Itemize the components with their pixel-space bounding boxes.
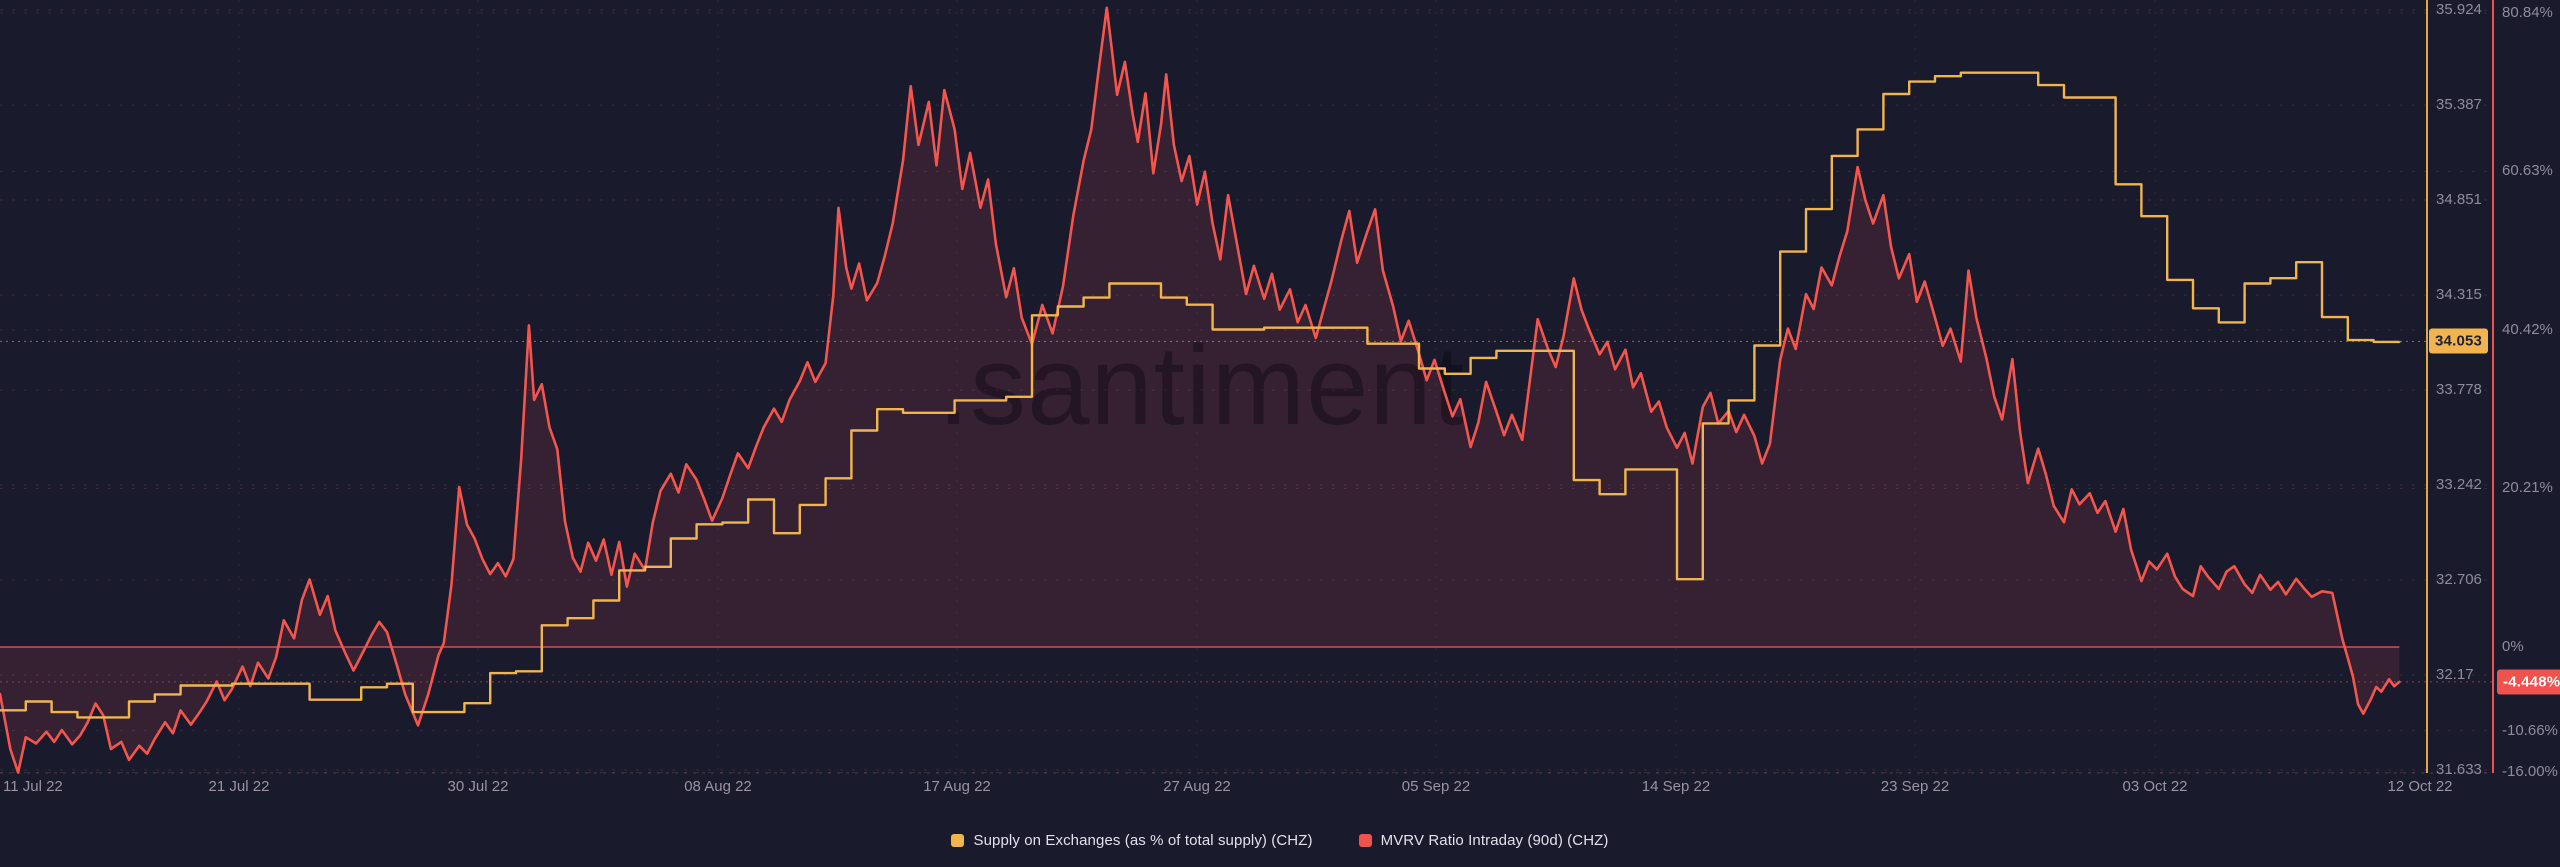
legend-label-supply: Supply on Exchanges (as % of total suppl…	[973, 831, 1313, 849]
supply-step-line	[0, 71, 2401, 719]
mvrv-series-swatch-icon	[1358, 833, 1372, 847]
supply-axis-tick: 33.242	[2436, 476, 2482, 494]
supply-series-swatch-icon	[951, 833, 965, 847]
date-axis-tick: 27 Aug 22	[1163, 778, 1231, 795]
supply-current-value-badge: 34.053	[2429, 328, 2489, 354]
date-axis-tick: 21 Jul 22	[208, 778, 270, 795]
date-axis-tick: 30 Jul 22	[447, 778, 509, 795]
supply-axis-tick: 35.924	[2436, 1, 2482, 18]
supply-axis-tick: 33.778	[2436, 381, 2482, 399]
supply-axis-tick: 34.315	[2436, 285, 2482, 303]
legend-item-mvrv[interactable]: MVRV Ratio Intraday (90d) (CHZ)	[1358, 831, 1609, 849]
supply-axis-tick: 34.851	[2436, 191, 2482, 209]
supply-axis-tick: 35.387	[2436, 96, 2482, 114]
date-axis-tick: 11 Jul 22	[3, 778, 63, 795]
supply-axis-tick: 32.17	[2436, 665, 2474, 683]
supply-axis-tick: 32.706	[2436, 570, 2482, 588]
mvrv-area-fill	[0, 7, 2400, 773]
mvrv-current-value-badge: -4.448%	[2497, 669, 2560, 695]
mvrv-axis-tick: 40.42%	[2502, 320, 2553, 338]
mvrv-axis-tick: 0%	[2502, 638, 2524, 655]
mvrv-axis-tick: -16.00%	[2502, 763, 2558, 781]
legend: Supply on Exchanges (as % of total suppl…	[0, 826, 2560, 854]
date-axis-tick: 12 Oct 22	[2387, 778, 2453, 795]
date-axis-tick: 23 Sep 22	[1880, 778, 1950, 795]
legend-item-supply[interactable]: Supply on Exchanges (as % of total suppl…	[951, 831, 1313, 849]
legend-label-mvrv: MVRV Ratio Intraday (90d) (CHZ)	[1380, 831, 1609, 849]
mvrv-axis-tick: 80.84%	[2502, 3, 2553, 21]
date-axis-tick: 14 Sep 22	[1641, 778, 1711, 795]
mvrv-line	[0, 6, 2401, 774]
date-axis-tick: 08 Aug 22	[684, 778, 752, 795]
mvrv-axis-tick: -10.66%	[2502, 721, 2558, 739]
mvrv-axis-tick: 20.21%	[2502, 479, 2553, 497]
mvrv-axis-tick: 60.63%	[2502, 162, 2553, 180]
date-axis-tick: 03 Oct 22	[2122, 778, 2188, 795]
date-axis-tick: 05 Sep 22	[1401, 778, 1471, 795]
supply-axis-tick: 31.633	[2436, 761, 2482, 778]
date-axis-tick: 17 Aug 22	[923, 778, 991, 795]
